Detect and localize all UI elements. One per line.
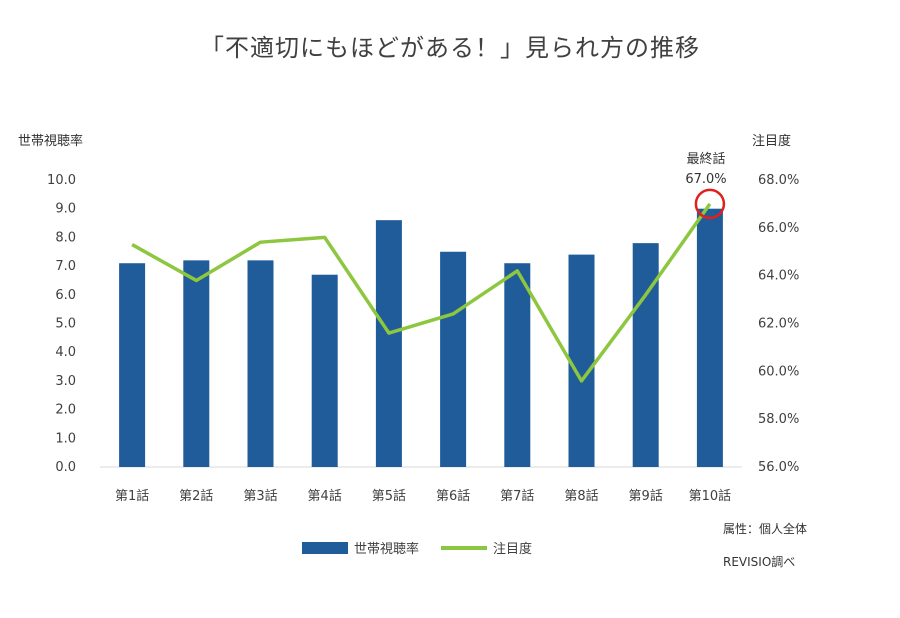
attention-line: [131, 202, 712, 383]
bar: [247, 260, 274, 467]
bar: [568, 254, 595, 467]
bar: [375, 220, 402, 467]
bar: [119, 263, 146, 467]
bar: [632, 243, 659, 467]
bar: [504, 263, 531, 467]
attribute-note: 属性：個人全体: [723, 522, 808, 536]
x-tick-label: 第9話: [629, 488, 663, 504]
x-axis-labels: 第1話 第2話 第3話 第4話 第5話 第6話 第7話 第8話 第9話 第10話: [115, 488, 731, 504]
left-tick-label: 4.0: [55, 345, 76, 360]
x-tick-label: 第5話: [372, 488, 406, 504]
right-tick-label: 62.0%: [758, 317, 799, 332]
right-axis-ticks: 56.0% 58.0% 60.0% 62.0% 64.0% 66.0% 68.0%: [758, 173, 799, 475]
left-tick-label: 0.0: [55, 460, 76, 475]
final-episode-highlight-circle: [694, 188, 726, 220]
left-tick-label: 10.0: [47, 173, 76, 188]
legend-item-line: 注目度: [441, 538, 532, 557]
annotation-label: 最終話: [686, 152, 726, 167]
left-tick-label: 9.0: [55, 202, 76, 217]
left-tick-label: 6.0: [55, 288, 76, 303]
right-tick-label: 64.0%: [758, 269, 799, 284]
left-axis-ticks: 0.0 1.0 2.0 3.0 4.0 5.0 6.0 7.0 8.0 9.0 10.0: [47, 173, 76, 475]
right-tick-label: 56.0%: [758, 460, 799, 475]
bar: [183, 260, 210, 467]
legend: 世帯視聴率 注目度: [302, 538, 554, 557]
left-tick-label: 3.0: [55, 374, 76, 389]
line-series: [131, 202, 712, 383]
x-tick-label: 第6話: [436, 488, 470, 504]
left-tick-label: 7.0: [55, 259, 76, 274]
x-tick-label: 第2話: [179, 488, 213, 504]
bar: [311, 274, 338, 467]
x-tick-label: 第10話: [689, 488, 732, 504]
left-tick-label: 5.0: [55, 317, 76, 332]
legend-label-line: 注目度: [493, 542, 533, 557]
x-tick-label: 第1話: [115, 488, 149, 504]
x-tick-label: 第7話: [500, 488, 534, 504]
bar: [696, 208, 723, 467]
bar-series: [119, 208, 723, 467]
annotation-value: 67.0%: [685, 172, 727, 187]
source-note: REVISIO調べ: [723, 555, 796, 569]
legend-swatch-line: [441, 545, 488, 550]
x-tick-label: 第4話: [308, 488, 342, 504]
left-tick-label: 2.0: [55, 403, 76, 418]
legend-label-bar: 世帯視聴率: [354, 542, 420, 557]
left-tick-label: 8.0: [55, 230, 76, 245]
right-tick-label: 60.0%: [758, 364, 799, 379]
right-axis-title: 注目度: [752, 134, 792, 149]
chart-title: 「不適切にもほどがある！」見られ方の推移: [200, 34, 700, 62]
right-tick-label: 68.0%: [758, 173, 799, 188]
right-tick-label: 66.0%: [758, 221, 799, 236]
legend-item-bar: 世帯視聴率: [302, 538, 419, 557]
x-tick-label: 第8話: [564, 488, 598, 504]
x-tick-label: 第3話: [243, 488, 277, 504]
right-tick-label: 58.0%: [758, 412, 799, 427]
left-axis-title: 世帯視聴率: [18, 134, 84, 149]
bar: [440, 251, 467, 467]
legend-swatch-bar: [302, 541, 348, 554]
left-tick-label: 1.0: [55, 431, 76, 446]
